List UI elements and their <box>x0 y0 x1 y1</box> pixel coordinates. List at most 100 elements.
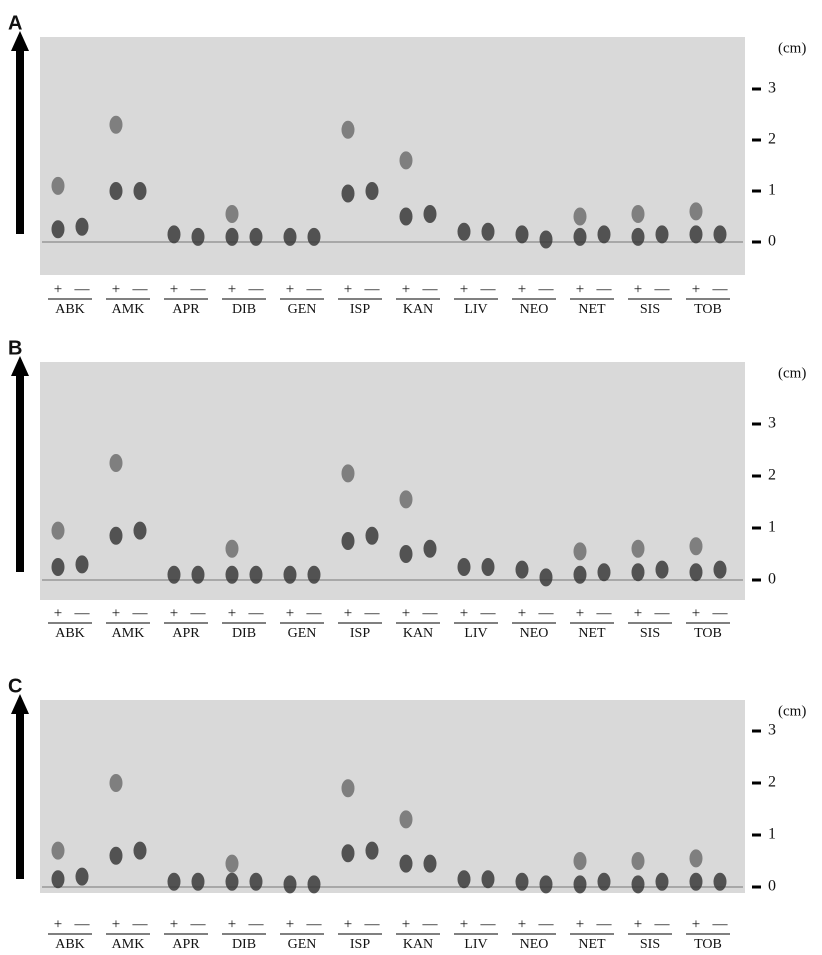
drug-name: LIV <box>464 626 487 641</box>
spot <box>341 120 355 139</box>
spot <box>51 841 65 860</box>
lane-sign: + <box>402 916 410 932</box>
spot <box>167 872 181 891</box>
spot <box>75 867 89 886</box>
lane-sign: + <box>634 281 642 297</box>
spot <box>423 204 437 223</box>
spot <box>399 207 413 226</box>
lane-sign: — <box>74 281 91 297</box>
spot <box>573 542 587 561</box>
spot <box>133 521 147 540</box>
lane-sign: + <box>634 916 642 932</box>
spot <box>341 844 355 863</box>
drug-name: AMK <box>112 302 145 317</box>
drug-name: SIS <box>640 937 660 952</box>
lane-sign: + <box>286 281 294 297</box>
spot <box>481 222 495 241</box>
spot <box>109 846 123 865</box>
spot <box>631 852 645 870</box>
lane-sign: — <box>248 281 265 297</box>
spot <box>307 565 321 584</box>
spot <box>341 779 355 798</box>
lane-sign: — <box>248 916 265 932</box>
unit-label: (cm) <box>778 40 806 56</box>
spot <box>399 545 413 563</box>
lane-sign: + <box>402 605 410 621</box>
drug-name: TOB <box>694 626 722 641</box>
lane-sign: — <box>132 281 149 297</box>
lane-sign: — <box>422 281 439 297</box>
spot <box>109 115 123 134</box>
spot <box>713 560 727 579</box>
lane-sign: + <box>518 605 526 621</box>
spot <box>109 454 123 472</box>
spot <box>457 558 471 576</box>
spot <box>631 875 645 894</box>
drug-name: GEN <box>288 626 317 641</box>
lane-sign: + <box>460 605 468 621</box>
scale-tick-label: 3 <box>768 80 776 97</box>
lane-sign: — <box>306 605 323 621</box>
spot <box>573 875 587 894</box>
spot <box>689 537 703 556</box>
tlc-plate <box>40 700 745 893</box>
lane-sign: + <box>112 281 120 297</box>
tlc-plate <box>40 362 745 600</box>
spot <box>631 227 645 246</box>
drug-name: APR <box>172 937 200 952</box>
lane-sign: — <box>480 605 497 621</box>
lane-sign: + <box>112 916 120 932</box>
lane-sign: — <box>480 281 497 297</box>
spot <box>655 872 669 891</box>
drug-name: ABK <box>55 626 85 641</box>
drug-name: SIS <box>640 626 660 641</box>
lane-sign: + <box>344 281 352 297</box>
lane-sign: + <box>692 605 700 621</box>
drug-name: TOB <box>694 937 722 952</box>
drug-name: LIV <box>464 937 487 952</box>
spot <box>689 872 703 891</box>
lane-sign: + <box>460 281 468 297</box>
lane-sign: + <box>692 281 700 297</box>
lane-sign: — <box>712 916 729 932</box>
spot <box>191 565 205 584</box>
drug-name: ABK <box>55 302 85 317</box>
tlc-plate <box>40 37 745 275</box>
scale-tick-label: 1 <box>768 182 776 199</box>
lane-sign: — <box>654 916 671 932</box>
spot <box>481 558 495 576</box>
spot <box>423 854 437 873</box>
spot <box>539 230 553 249</box>
drug-name: GEN <box>288 302 317 317</box>
scale-tick-label: 2 <box>768 774 776 791</box>
spot <box>655 560 669 579</box>
spot <box>573 227 587 246</box>
spot <box>573 207 587 226</box>
spot <box>167 565 181 584</box>
arrow-head <box>11 356 29 376</box>
drug-name: APR <box>172 626 200 641</box>
spot <box>689 849 703 868</box>
spot <box>515 225 529 244</box>
lane-sign: — <box>132 605 149 621</box>
lane-sign: + <box>576 605 584 621</box>
lane-sign: + <box>518 916 526 932</box>
drug-name: NEO <box>520 626 549 641</box>
arrow-head <box>11 31 29 51</box>
scale-tick-label: 1 <box>768 519 776 536</box>
lane-sign: — <box>364 916 381 932</box>
lane-sign: — <box>74 605 91 621</box>
lane-sign: + <box>54 281 62 297</box>
spot <box>283 227 297 246</box>
lane-sign: + <box>54 605 62 621</box>
spot <box>655 225 669 244</box>
lane-sign: — <box>654 605 671 621</box>
lane-sign: — <box>422 605 439 621</box>
spot <box>457 222 471 241</box>
spot <box>283 565 297 584</box>
unit-label: (cm) <box>778 365 806 381</box>
spot <box>109 526 123 545</box>
drug-name: APR <box>172 302 200 317</box>
lane-sign: + <box>344 605 352 621</box>
spot <box>307 227 321 246</box>
